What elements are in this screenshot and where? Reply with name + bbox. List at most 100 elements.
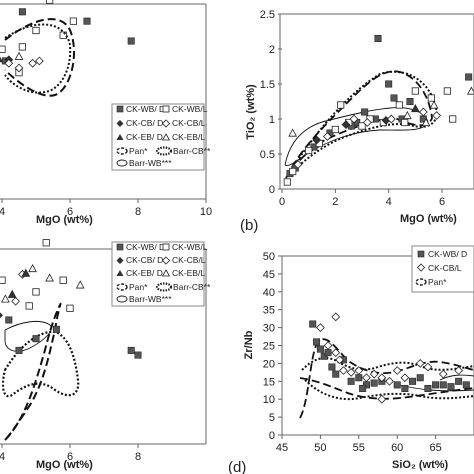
panel-a-x-tick-label-3: 10 [200, 206, 212, 218]
panel-a-point-4-0 [0, 56, 3, 63]
panel-a-legend: CK-WB/ D CK-WB/L CK-CB/ D CK-CB/L CK-EB/… [111, 103, 211, 171]
legend-a-entry-1: CK-WB/ D [126, 104, 165, 114]
legend-d-entry-1: CK-WB/ D [428, 249, 467, 259]
panel-d-point-1-2 [331, 348, 341, 358]
panel-a-x-ticks: 4 6 8 10 [0, 199, 212, 218]
panel-b-point-1-4 [331, 125, 339, 134]
panel-d-point-1-15 [438, 369, 448, 379]
panel-b-point-0-2 [390, 94, 398, 102]
panel-d-point-0-3 [320, 352, 328, 360]
panel-d-x-tick-label-1: 50 [314, 442, 326, 454]
legend-c-entry-5: CK-EB/ D [126, 268, 163, 278]
panel-c-barr-wb-curve [4, 320, 52, 352]
panel-d-pan-curve [299, 338, 474, 419]
panel-c-point-3-3 [11, 296, 20, 306]
panel-b-point-3-4 [418, 107, 428, 117]
panel-d-y-ticks: 0 5 10 15 20 25 30 35 40 45 50 [263, 251, 282, 442]
panel-b-point-1-12 [449, 115, 457, 123]
panel-a-point-1-5 [18, 43, 27, 51]
panel-d-point-1-1 [323, 341, 333, 350]
panel-b-point-0-9 [406, 98, 414, 106]
legend-a-entry-5: CK-EB/ D [126, 132, 163, 142]
panel-c-point-0-6 [127, 346, 135, 354]
panel-d-y-tick-label-10: 50 [263, 251, 275, 263]
panel-d-point-1-9 [377, 373, 387, 383]
legend-c-entry-6: CK-EB/L [172, 268, 205, 278]
panel-b-x-tick-label-2: 4 [386, 196, 392, 208]
legend-a-entry-4: CK-CB/L [172, 118, 206, 128]
panel-b-point-0-13 [361, 108, 369, 116]
panel-d-point-0-20 [455, 377, 463, 385]
legend-c-entry-9: Barr-WB*** [129, 294, 172, 304]
panel-c-x-ticks: 4 6 8 [0, 444, 141, 463]
panel-a-point-0-7 [127, 37, 135, 45]
panel-c-point-4-0 [21, 268, 31, 277]
panel-a-x-tick-label-2: 8 [135, 206, 141, 218]
panel-d-y-tick-label-8: 40 [263, 287, 275, 299]
panel-a-x-label: MgO (wt%) [36, 214, 93, 226]
panel-b-y-tick-label-4: 2 [269, 44, 275, 56]
panel-c-point-0-3 [5, 316, 13, 324]
panel-b-point-3-1 [349, 114, 359, 124]
panel-c-point-4-1 [7, 289, 17, 298]
legend-c-entry-3: CK-CB/ D [126, 255, 163, 265]
panel-d-point-0-22 [328, 363, 336, 371]
panel-a-x-tick-label-0: 4 [0, 206, 5, 218]
panel-d-point-1-5 [346, 367, 356, 377]
panel-d-point-0-16 [424, 384, 432, 392]
panel-d-point-0-21 [462, 381, 470, 389]
panel-d-point-1-16 [454, 366, 464, 375]
panel-a-point-1-4 [0, 45, 6, 53]
panel-d-legend: CK-WB/ D CK-CB/L Pan* [411, 245, 474, 293]
panel-d-point-1-10 [385, 376, 394, 386]
panel-c-point-0-7 [134, 351, 142, 359]
panel-a-marks [0, 0, 135, 77]
panel-c-x-tick-label-0: 4 [0, 451, 5, 463]
panel-b-point-1-0 [283, 178, 291, 186]
panel-c-point-0-9 [15, 346, 23, 354]
panel-d-point-0-8 [355, 374, 363, 382]
panel-d-barr-wb-curve [439, 374, 474, 381]
panel-c-curves [1, 302, 80, 441]
legend-a-entry-8: Barr-CB** [173, 146, 211, 156]
legend-c-entry-2: CK-WB/L [172, 242, 208, 252]
panel-b-point-5-4 [466, 86, 474, 95]
panel-d-point-0-0 [309, 320, 317, 328]
panel-b-point-3-5 [432, 111, 442, 120]
panel-d-point-1-11 [392, 366, 402, 375]
panel-b-point-1-9 [411, 87, 419, 95]
legend-a-entry-7: Pan* [129, 146, 148, 156]
panel-a-point-1-6 [32, 26, 40, 35]
panel-c-point-5-2 [75, 280, 85, 289]
panel-b-x-ticks: 0 2 4 6 [279, 189, 445, 208]
panel-d-y-tick-label-2: 10 [263, 394, 275, 406]
panel-c-point-5-0 [28, 263, 37, 273]
panel-d-point-1-12 [400, 373, 410, 383]
panel-c-point-0-5 [52, 325, 60, 333]
panel-d-point-1-8 [369, 369, 379, 379]
panel-b-point-1-13 [401, 118, 409, 127]
legend-c-entry-7: Pan* [129, 282, 148, 292]
panel-d-x-tick-label-3: 60 [391, 442, 403, 454]
panel-a-curves [4, 18, 75, 97]
legend-c-entry-1: CK-WB/ D [126, 242, 165, 252]
panel-a-point-3-3 [28, 58, 37, 68]
panel-d-y-tick-label-4: 20 [263, 358, 275, 370]
panel-d-y-tick-label-6: 30 [263, 323, 275, 335]
panel-d-point-0-12 [393, 381, 401, 389]
panel-d-x-label: SiO₂ (wt%) [392, 459, 449, 471]
panel-c-point-1-9 [25, 302, 33, 310]
panel-d-point-1-0 [316, 323, 325, 332]
panel-d-point-0-1 [313, 338, 321, 346]
panel-b-point-4-0 [410, 103, 420, 113]
panel-d-point-0-14 [409, 377, 417, 385]
panel-b-point-3-6 [293, 160, 303, 169]
panel-b-y-tick-label-5: 2.5 [260, 9, 275, 21]
panel-d-marks [309, 312, 470, 404]
panel-b-point-2-0 [312, 135, 322, 145]
panel-b-point-3-0 [322, 132, 332, 141]
panel-d-point-1-18 [377, 394, 387, 404]
panel-a-point-5-0 [14, 51, 24, 60]
panel-b-x-tick-label-3: 6 [439, 196, 445, 208]
panel-a-point-3-4 [35, 56, 44, 66]
